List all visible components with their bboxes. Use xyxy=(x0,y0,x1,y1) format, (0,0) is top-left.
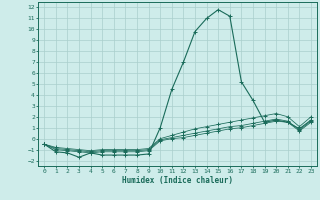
X-axis label: Humidex (Indice chaleur): Humidex (Indice chaleur) xyxy=(122,176,233,185)
